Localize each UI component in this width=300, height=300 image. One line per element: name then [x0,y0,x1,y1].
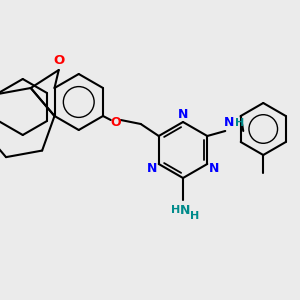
Text: O: O [53,55,64,68]
Text: N: N [178,107,188,121]
Text: H: H [190,211,200,221]
Text: H: H [171,205,181,215]
Text: H: H [235,118,244,128]
Text: N: N [147,161,157,175]
Text: O: O [110,116,121,128]
Text: N: N [209,161,219,175]
Text: N: N [180,203,190,217]
Text: N: N [224,116,234,130]
